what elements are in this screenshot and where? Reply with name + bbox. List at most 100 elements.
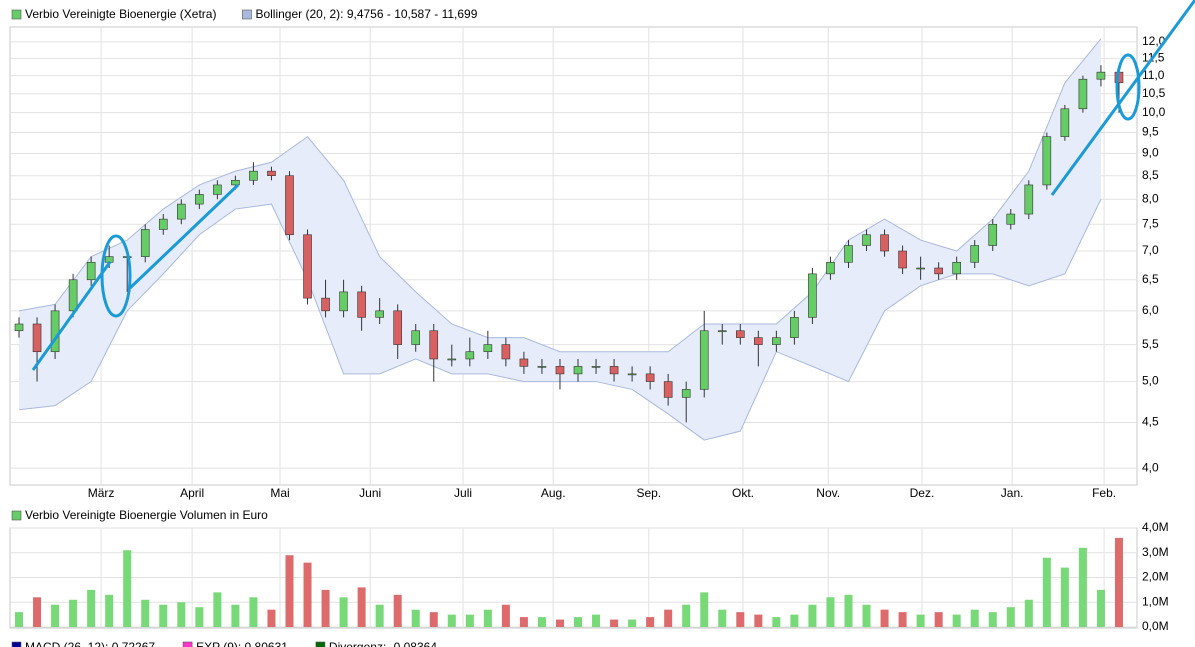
volume-bar bbox=[988, 612, 997, 627]
volume-bar bbox=[844, 594, 853, 627]
volume-bar bbox=[772, 617, 781, 627]
candle-body bbox=[249, 170, 258, 181]
candle-body bbox=[86, 261, 96, 281]
y-tick-label: 10,5 bbox=[1142, 86, 1166, 100]
highlight-ellipse bbox=[100, 234, 132, 318]
volume-bar bbox=[736, 612, 745, 627]
legend-swatch bbox=[315, 641, 326, 647]
candle-body bbox=[411, 330, 421, 345]
candle-body bbox=[285, 175, 294, 236]
volume-bar bbox=[1024, 599, 1033, 627]
candle-body bbox=[32, 323, 42, 353]
candle-body bbox=[735, 330, 745, 338]
candle-body bbox=[1078, 78, 1088, 110]
volume-bar bbox=[339, 597, 348, 627]
bollinger-band-area bbox=[19, 38, 1101, 441]
candle-body bbox=[555, 366, 565, 375]
candle-body bbox=[1096, 71, 1106, 80]
candle-body bbox=[303, 234, 312, 299]
y-tick-label: 9,5 bbox=[1142, 125, 1159, 139]
volume-bar bbox=[610, 619, 619, 627]
candle-body bbox=[1024, 184, 1034, 215]
y-tick-label: 9,0 bbox=[1142, 146, 1159, 160]
volume-bar bbox=[87, 589, 96, 627]
volume-bar bbox=[790, 614, 799, 627]
legend-label: Verbio Vereinigte Bioenergie (Xetra) bbox=[25, 7, 216, 21]
volume-bar bbox=[177, 602, 186, 627]
candle-body bbox=[14, 323, 24, 332]
candle-body bbox=[1006, 213, 1016, 225]
volume-bar bbox=[159, 604, 168, 627]
candle-body bbox=[609, 366, 619, 375]
candle-body bbox=[213, 184, 222, 195]
candle-body bbox=[1042, 136, 1052, 186]
y-tick-label: 4,0 bbox=[1142, 460, 1159, 474]
volume-bar bbox=[123, 550, 132, 627]
candle-body bbox=[754, 337, 763, 345]
legend-swatch bbox=[242, 9, 252, 20]
volume-bar bbox=[231, 604, 240, 627]
candle-body bbox=[50, 310, 60, 353]
trend-line bbox=[31, 261, 112, 371]
y-tick-label: 8,5 bbox=[1142, 168, 1159, 182]
volume-bar bbox=[501, 604, 510, 627]
candle-body bbox=[591, 366, 601, 368]
volume-bar bbox=[1006, 607, 1015, 627]
volume-bar bbox=[195, 607, 204, 627]
candle-body bbox=[267, 170, 276, 176]
legend-swatch bbox=[11, 510, 22, 521]
x-tick-label: Aug. bbox=[541, 486, 566, 500]
x-tick-label: Sep. bbox=[636, 486, 661, 500]
volume-bar bbox=[682, 604, 691, 627]
candle-body bbox=[663, 381, 673, 398]
volume-bar bbox=[465, 614, 474, 627]
candle-body bbox=[375, 310, 384, 318]
volume-bar bbox=[15, 612, 24, 627]
candle-body bbox=[429, 330, 439, 360]
volume-bar bbox=[213, 592, 222, 627]
trend-line bbox=[128, 183, 240, 290]
volume-bar bbox=[646, 617, 655, 627]
volume-bar bbox=[285, 555, 294, 627]
candle-body bbox=[339, 291, 348, 312]
volume-bar bbox=[664, 609, 673, 627]
candle-body bbox=[140, 229, 150, 257]
candle-body bbox=[321, 297, 330, 312]
y-tick-label: 7,5 bbox=[1142, 216, 1159, 230]
volume-bar bbox=[592, 614, 601, 627]
candle-body bbox=[519, 358, 529, 367]
candle-body bbox=[573, 366, 583, 375]
volume-bar bbox=[429, 612, 438, 627]
y-tick-label: 7,0 bbox=[1142, 243, 1159, 257]
candle-body bbox=[645, 373, 655, 382]
indicator-label: MACD (26, 12): 0,72267 bbox=[25, 640, 155, 647]
volume-bar bbox=[826, 597, 835, 627]
candle-body bbox=[177, 203, 186, 220]
volume-bar bbox=[249, 597, 258, 627]
volume-bar bbox=[1114, 537, 1123, 627]
trend-line bbox=[1050, 0, 1195, 196]
volume-bar bbox=[970, 609, 979, 627]
volume-bar bbox=[411, 609, 420, 627]
candle-body bbox=[465, 351, 475, 360]
volume-bar bbox=[952, 614, 961, 627]
candle-body bbox=[898, 250, 907, 269]
x-tick-label: Juni bbox=[359, 486, 381, 500]
highlight-ellipse bbox=[1115, 53, 1141, 121]
volume-bar bbox=[537, 617, 546, 627]
volume-bar bbox=[447, 614, 456, 627]
volume-bar bbox=[483, 609, 492, 627]
volume-bar bbox=[321, 589, 330, 627]
volume-bar bbox=[141, 599, 150, 627]
candle-body bbox=[880, 234, 889, 252]
volume-bar bbox=[718, 609, 727, 627]
volume-bar bbox=[808, 604, 817, 627]
y-tick-label: 2,0M bbox=[1142, 570, 1169, 584]
volume-bar bbox=[267, 609, 276, 627]
y-tick-label: 4,0M bbox=[1142, 520, 1169, 534]
candle-body bbox=[1060, 108, 1070, 137]
candle-body bbox=[537, 366, 547, 368]
volume-bar bbox=[1096, 589, 1105, 627]
x-tick-label: April bbox=[180, 486, 204, 500]
